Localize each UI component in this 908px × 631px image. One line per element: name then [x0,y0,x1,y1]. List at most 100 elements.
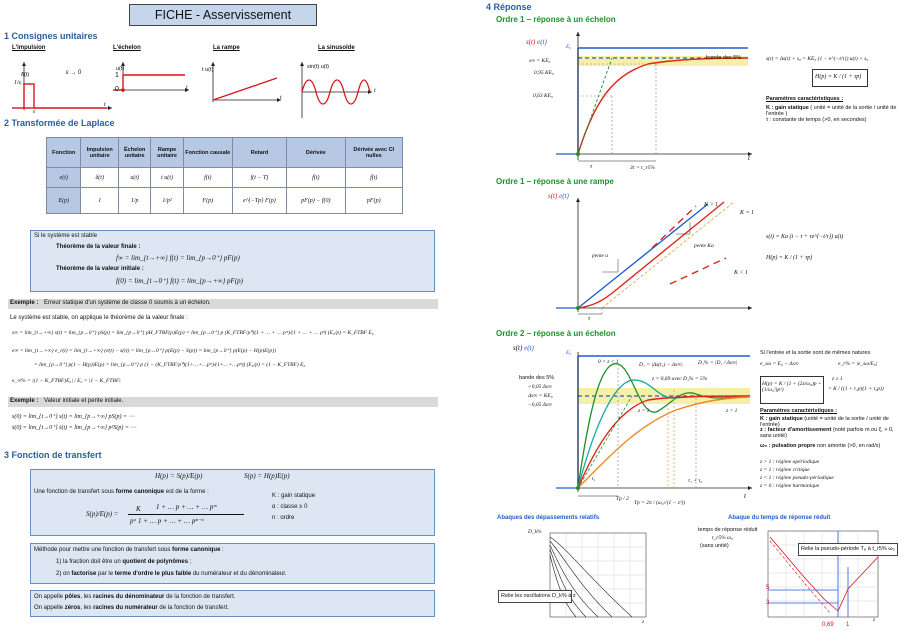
abaque-2-ylabel-1: temps de réponse réduit [698,527,758,533]
o2-s: s(t) [513,344,523,352]
th-impulsion: Impulsion unitaire [80,137,120,168]
o2-param-z: z : facteur d'amortissement (noté parfoi… [760,427,905,439]
step-plot [113,62,189,92]
abaque-2-plot [767,530,879,618]
canon-intro-b: forme canonique [115,489,165,495]
legend-alpha: α : classe ≥ 0 [272,504,308,510]
abaque-2-ylabel-3: (sans unité) [700,543,729,549]
step-ylabel: u(t) [116,66,125,72]
o2-z-range: 0 < z < 1 [598,359,619,365]
o1-step-y095: 0,95 KE₀ [534,70,554,76]
abaque-1-xlabel: z [642,619,645,625]
o2-p-w-a: ω₀ : pulsation propre [760,443,816,449]
o1-step-params-title: Paramètres caractéristiques : [766,96,844,102]
o1-ramp-slope-ka: pente Ka [694,243,714,249]
eq-e-inf-pct: e_∞% = |(1 − K_FTBF)E₀| / E₀ = |1 − K_FT… [12,378,121,384]
impulse-frac: 1/ε [14,80,22,86]
abaque-2-note-box [798,543,898,556]
method-2e: du numérateur et du dénominateur. [191,571,287,577]
poles-e: de la fonction de transfert. [164,594,236,600]
o2-regime-2: z = 1 : régime critique [760,467,810,473]
impulse-ylabel: δ(t) [21,72,30,78]
o1-ramp-keq: K = 1 [740,210,755,216]
o2-y105: +0,05 Δs∞ [528,384,552,390]
cell-E-7: pF(p) [344,187,404,214]
o2-tp: Tp / 2 [616,496,629,502]
abaque-2-v5: 5 [766,585,770,591]
transfer-box [30,469,435,536]
eq-s-def: S(p) = H(p)E(p) [244,472,290,480]
o2-eq-h2: = K / ((1 + τ₁p)(1 + τ₂p)) [828,386,884,392]
method-c: : [220,547,224,553]
o1-step-band: bande des 5% [706,55,742,61]
eq-e-inf: e∞ = lim_{t→+∞} e_r(t) = lim_{t→+∞} (e(t… [12,348,276,354]
example-2-text: Valeur initiale et pente initiale. [44,398,124,404]
final-theorem-eq: f∞ = lim_{t→+∞} f(t) = lim_{p→0⁺} pF(p) [116,254,240,262]
cell-E-0: E(p) [45,187,82,214]
o1-step-title: Ordre 1 – réponse à un échelon [496,15,616,24]
legend-n: n : ordre [272,515,295,521]
poles-c: , les [80,594,94,600]
o2-def-rel: e_r% = |e_sω/E₀| [838,361,878,367]
o2-title: Ordre 2 – réponse à un échelon [496,329,616,338]
canon-intro-a: Une fonction de transfert sous [34,489,116,495]
o2-t1: t₁ [592,476,596,482]
o1-ramp-title: Ordre 1 – réponse à une rampe [496,177,614,186]
zeros-e: de la fonction de transfert. [157,605,229,611]
o2-e: e(t) [524,344,534,352]
o1-step-param-k: K : gain statique ( unité = unité de la … [766,105,906,117]
o1-ramp-tau: τ [588,316,591,322]
canon-k: K [136,505,141,513]
legend-k: K : gain statique [272,493,316,499]
impulse-eps: ε [33,109,36,115]
stable-intro: Si le système est stable [34,233,98,239]
o2-tp-eq: Tp = 2π / (ω₀√(1 − z²)) [634,500,686,506]
sine-ylabel: sin(t) u(t) [307,64,329,70]
canon-lhs: S(p)/E(p) = [86,510,119,518]
example-1-label: Exemple : [10,300,39,306]
ramp-title: La rampe [213,45,240,51]
o1-ramp-e: e(t) [559,192,569,200]
o1-step-h-box [812,69,868,87]
o2-s-label: s(t) e(t) [513,344,534,352]
method-2b: factorise [71,571,97,577]
section-3-title: 3 Fonction de transfert [4,450,102,460]
o2-param-w: ω₀ : pulsation propre non amortie (>0, e… [760,443,905,449]
o1-ramp-kgt: K > 1 [704,202,719,208]
o2-params-title: Paramètres caractéristiques : [760,408,838,414]
eq-s0: s(0) = lim_{t→0⁺} s(t) = lim_{p→+∞} pS(p… [12,414,135,420]
o1-param-k-b: ( unité = unité de la sortie / unité de … [766,105,897,117]
abaque-2-title: Abaque du temps de réponse réduit [728,515,831,521]
o2-ysinf: Δs∞ = KE₀ [528,393,553,399]
section-4-title: 4 Réponse [486,2,532,12]
example-1-intro: Le système est stable, on applique le th… [10,315,188,321]
abaque-2-ylabel-2: t_r5% ω₀ [712,535,733,541]
o2-d1: D₁ = |Δs(t₁) − Δs∞| [639,362,683,368]
impulse-note: ε → 0 [66,70,82,76]
o1-ramp-klt: K < 1 [734,270,749,276]
poles-d: racines du dénominateur [93,594,165,600]
o1-step-tau: τ [590,164,593,170]
eq-sdot0: ṡ(0) = lim_{t→0⁺} ṡ(t) = lim_{p→+∞} p²S(… [12,425,137,431]
o1-step-eq-h: H(p) = K / (1 + τp) [815,74,862,80]
o2-p-z-b: (noté parfois m ou ξ, > 0, sans unité) [760,427,894,439]
o2-param-k: K : gain statique (unité = unité de la s… [760,416,905,428]
abaque-1-plot [549,532,647,618]
abaque-2-xlabel: z [873,617,876,623]
method-1b: quotient de polynômes [122,559,189,565]
o2-band: bande des 5% [519,375,555,381]
impulse-t: t [104,102,106,108]
method-1c: ; [188,559,192,565]
cell-e-2: u(t) [118,167,152,188]
o2-eq-cond: z ≥ 1 [832,376,843,382]
o1-step-e: e(t) [537,38,547,46]
o1-step-s-label: s(t) e(t) [526,38,547,46]
abaque-1-title: Abaques des dépassements relatifs [497,515,600,521]
poles-a: On appelle [34,594,65,600]
sine-t: t [374,88,376,94]
example-2-bar [8,397,438,407]
o1-step-y063: 0,63 KE₀ [533,93,553,99]
o2-tsum: τ₁ + τ₂ [688,478,703,484]
o1-step-plot [556,32,752,162]
o1-ramp-s: s(t) [548,192,558,200]
